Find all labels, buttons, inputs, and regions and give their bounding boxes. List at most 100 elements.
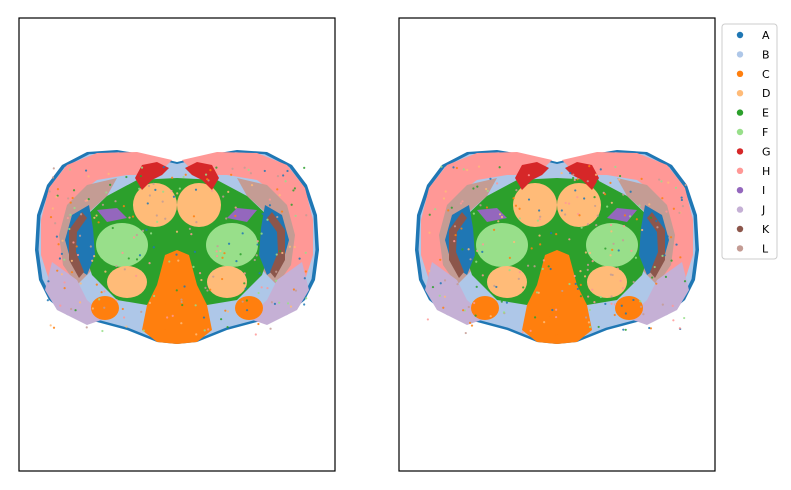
left-cluster-g-left	[135, 162, 169, 190]
left-cluster-h-cortex-right	[182, 152, 313, 280]
right-spot	[609, 223, 613, 227]
right-spot	[513, 240, 516, 244]
left-spot	[254, 333, 257, 336]
right-spot	[543, 321, 546, 324]
right-spot	[426, 318, 429, 321]
panel-right	[398, 17, 716, 472]
left-cluster-d-upper-left	[133, 183, 177, 227]
left-spot	[192, 215, 196, 218]
left-spot	[74, 309, 77, 312]
right-spot	[453, 225, 457, 228]
legend-marker-b	[736, 51, 744, 58]
right-spot	[650, 233, 653, 236]
left-spot	[280, 210, 284, 213]
right-spot	[536, 219, 540, 222]
left-spot	[55, 235, 59, 238]
right-spot	[638, 204, 641, 207]
right-spot	[508, 269, 511, 272]
right-spot	[680, 198, 683, 202]
right-spot	[498, 213, 502, 216]
left-spot	[48, 190, 51, 193]
right-spot	[586, 180, 589, 183]
left-spot	[91, 259, 94, 262]
right-spot	[628, 215, 632, 218]
right-spot	[649, 327, 653, 330]
left-spot	[244, 287, 247, 290]
left-spot	[95, 283, 98, 286]
left-spot	[293, 187, 296, 190]
right-spot	[576, 196, 579, 199]
left-spot	[125, 175, 128, 179]
left-spot	[52, 167, 55, 170]
right-spot	[614, 165, 617, 168]
left-spot	[138, 254, 142, 257]
left-spot	[162, 190, 165, 193]
left-spot	[215, 287, 218, 290]
right-spot	[681, 205, 685, 208]
right-spot	[515, 293, 518, 297]
left-spot	[140, 166, 144, 169]
right-spot	[515, 189, 518, 192]
panel-left-frame	[18, 17, 336, 472]
left-spot	[72, 189, 76, 192]
left-spot	[89, 245, 92, 248]
right-spot	[661, 254, 664, 257]
left-spot	[181, 303, 184, 307]
right-spot	[579, 283, 582, 286]
left-spot	[164, 217, 167, 220]
left-spot	[211, 189, 214, 192]
right-cluster-c-left	[471, 296, 499, 320]
left-spot	[125, 325, 128, 328]
left-spot	[71, 196, 74, 200]
legend-frame	[721, 23, 778, 260]
left-cluster-k-right	[267, 212, 285, 278]
left-spot	[304, 270, 307, 273]
right-spot	[434, 208, 437, 211]
left-cluster-f-left	[96, 223, 148, 267]
left-cluster-c-midline	[142, 250, 212, 344]
left-spot	[57, 243, 60, 246]
left-spot	[69, 201, 72, 204]
left-spot	[166, 223, 169, 226]
panel-right-frame	[398, 17, 716, 472]
left-spot	[247, 168, 250, 171]
left-spot	[200, 278, 203, 282]
left-spot	[98, 298, 101, 301]
left-spot	[67, 197, 70, 200]
left-spot	[219, 249, 222, 253]
left-cluster-d-lower-right	[207, 266, 247, 298]
right-cluster-i-left	[477, 208, 507, 222]
left-spot	[198, 272, 202, 275]
legend-marker-d	[736, 90, 744, 97]
left-spot	[99, 268, 102, 271]
right-spot	[549, 232, 553, 235]
left-spot	[304, 251, 307, 254]
right-spot	[512, 276, 515, 280]
right-spot	[664, 275, 668, 278]
left-spot	[241, 300, 244, 303]
right-spot	[603, 193, 607, 196]
right-cluster-h-cortex-right	[562, 152, 693, 280]
left-spot	[153, 294, 156, 298]
left-spot	[298, 257, 301, 260]
left-spot	[268, 198, 271, 201]
left-spot	[111, 226, 114, 230]
left-spot	[194, 188, 198, 191]
right-spot	[527, 174, 530, 177]
left-spot	[268, 204, 272, 207]
right-spot	[588, 325, 592, 329]
legend-label-e: E	[762, 107, 769, 120]
left-spot	[156, 211, 159, 215]
right-spot	[447, 209, 450, 212]
left-spot	[63, 281, 66, 284]
right-spot	[624, 328, 627, 331]
left-spot	[227, 242, 231, 245]
left-spot	[61, 239, 64, 242]
left-spot	[194, 304, 197, 307]
left-spot	[171, 176, 174, 179]
left-cluster-d-upper-right	[177, 183, 221, 227]
right-spot	[660, 180, 663, 183]
legend-marker-a	[736, 31, 744, 39]
